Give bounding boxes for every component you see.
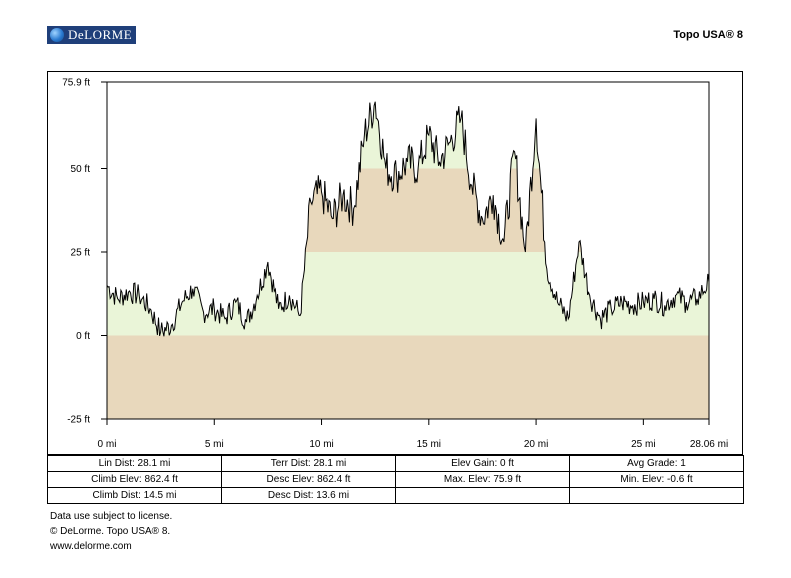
climb-elev: Climb Elev: 862.4 ft <box>47 471 222 488</box>
x-tick-label: 5 mi <box>205 439 224 450</box>
elev-gain: Elev Gain: 0 ft <box>395 455 570 472</box>
delorme-logo: DeLORME <box>47 26 136 44</box>
route-stats-table: Lin Dist: 28.1 mi Terr Dist: 28.1 mi Ele… <box>47 455 744 504</box>
y-tick-label: -25 ft <box>67 415 90 426</box>
y-tick-label: 0 ft <box>76 331 90 342</box>
elevation-band <box>107 335 709 419</box>
copyright: © DeLorme. Topo USA® 8. <box>50 526 171 537</box>
elevation-band <box>107 168 709 253</box>
empty-cell <box>569 487 744 504</box>
x-tick-label: 25 mi <box>631 439 655 450</box>
y-tick-label: 75.9 ft <box>62 78 90 89</box>
terr-dist: Terr Dist: 28.1 mi <box>221 455 396 472</box>
license-note: Data use subject to license. <box>50 511 173 522</box>
x-tick-label: 15 mi <box>417 439 441 450</box>
stats-row: Climb Elev: 862.4 ft Desc Elev: 862.4 ft… <box>47 471 744 488</box>
desc-elev: Desc Elev: 862.4 ft <box>221 471 396 488</box>
desc-dist: Desc Dist: 13.6 mi <box>221 487 396 504</box>
footer: Data use subject to license. © DeLorme. … <box>50 509 172 554</box>
x-tick-label: 10 mi <box>309 439 333 450</box>
plot-area <box>106 81 710 420</box>
website-link[interactable]: www.delorme.com <box>50 541 132 552</box>
lin-dist: Lin Dist: 28.1 mi <box>47 455 222 472</box>
chart-frame <box>47 71 743 455</box>
elevation-line <box>106 101 710 337</box>
climb-dist: Climb Dist: 14.5 mi <box>47 487 222 504</box>
avg-grade: Avg Grade: 1 <box>569 455 744 472</box>
logo-text: DeLORME <box>68 27 133 42</box>
x-tick-label: 28.06 mi <box>690 439 728 450</box>
globe-icon <box>50 28 64 42</box>
empty-cell <box>395 487 570 504</box>
max-elev: Max. Elev: 75.9 ft <box>395 471 570 488</box>
min-elev: Min. Elev: -0.6 ft <box>569 471 744 488</box>
stats-row: Climb Dist: 14.5 mi Desc Dist: 13.6 mi <box>47 487 744 504</box>
x-tick-label: 0 mi <box>98 439 117 450</box>
app-title: Topo USA® 8 <box>673 29 743 41</box>
x-tick-label: 20 mi <box>524 439 548 450</box>
stats-row: Lin Dist: 28.1 mi Terr Dist: 28.1 mi Ele… <box>47 455 744 472</box>
y-tick-label: 50 ft <box>71 164 91 175</box>
y-tick-label: 25 ft <box>71 248 91 259</box>
elevation-band <box>107 252 709 336</box>
